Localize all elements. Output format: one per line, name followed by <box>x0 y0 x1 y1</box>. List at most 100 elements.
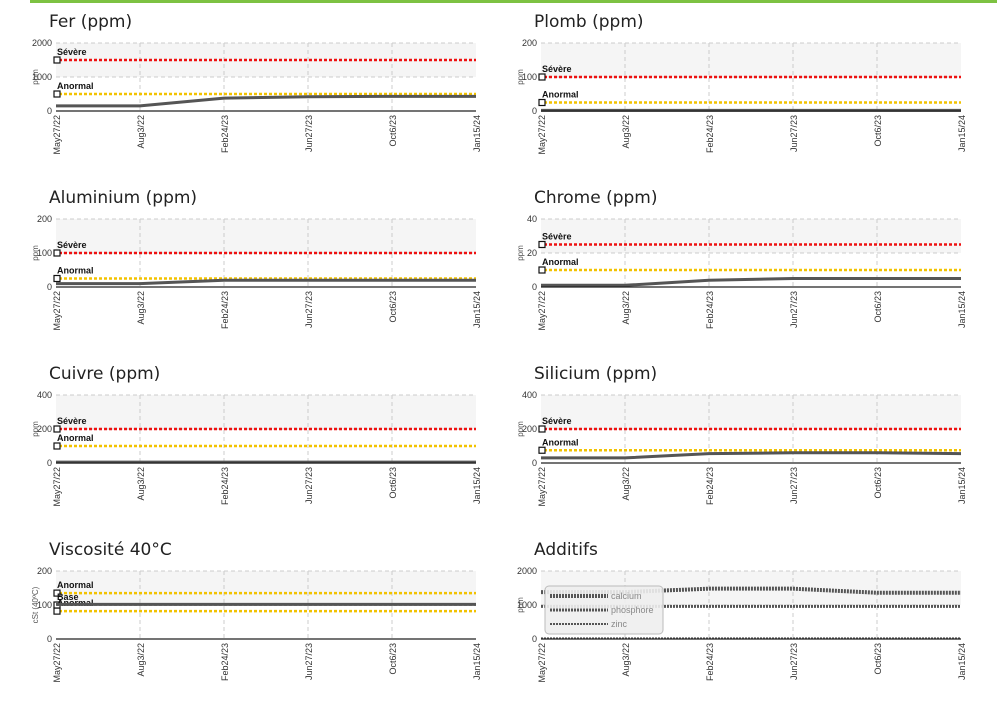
x-tick-label: Aug3/22 <box>621 115 631 149</box>
y-tick-label: 20 <box>527 248 537 258</box>
threshold-marker <box>53 90 61 98</box>
x-tick-label: Aug3/22 <box>621 643 631 677</box>
x-tick-label: Oct6/23 <box>873 115 883 147</box>
chart-title: Plomb (ppm) <box>534 12 644 32</box>
y-axis-title: ppm <box>31 245 40 261</box>
threshold-marker <box>53 249 61 257</box>
chart-panel-aluminium: Aluminium (ppm) 0 100 200 ppm Sévère Anormal M… <box>30 182 482 352</box>
threshold-marker <box>53 442 61 450</box>
threshold-label: Base <box>57 592 79 602</box>
chart-title: Viscosité 40°C <box>49 540 172 560</box>
x-tick-label: May27/22 <box>537 467 547 507</box>
plot-band <box>541 395 961 429</box>
y-axis-title: cSt (40ºC) <box>31 586 40 623</box>
chart-title: Aluminium (ppm) <box>49 188 198 208</box>
y-tick-label: 0 <box>532 634 537 644</box>
x-tick-label: Oct6/23 <box>388 467 398 499</box>
x-tick-label: Aug3/22 <box>621 291 631 325</box>
x-tick-label: Feb24/23 <box>220 115 230 153</box>
threshold-label: Sévère <box>57 240 87 250</box>
y-tick-label: 0 <box>532 282 537 292</box>
chart-panel-fer: Fer (ppm) 0 1000 2000 ppm Sévère Anormal May27… <box>30 6 482 176</box>
top-accent-line <box>30 0 997 3</box>
y-tick-label: 200 <box>37 214 52 224</box>
x-tick-label: Oct6/23 <box>873 643 883 675</box>
x-tick-label: Feb24/23 <box>705 291 715 329</box>
chart-title: Additifs <box>534 540 598 560</box>
x-tick-label: Feb24/23 <box>220 291 230 329</box>
y-tick-label: 100 <box>522 72 537 82</box>
x-tick-label: Feb24/23 <box>705 115 715 153</box>
legend-label: zinc <box>611 619 628 629</box>
x-tick-label: Jan15/24 <box>472 291 482 328</box>
threshold-marker <box>538 98 546 107</box>
y-axis-title: ppm <box>516 597 525 613</box>
x-tick-label: Jun27/23 <box>304 115 314 152</box>
series-line <box>56 94 476 108</box>
x-tick-label: Jun27/23 <box>304 467 314 504</box>
x-tick-label: Jun27/23 <box>304 643 314 680</box>
threshold-label: Sévère <box>542 416 572 426</box>
x-tick-label: Jan15/24 <box>957 643 967 680</box>
y-tick-label: 200 <box>37 566 52 576</box>
x-tick-label: Jan15/24 <box>957 291 967 328</box>
x-tick-label: May27/22 <box>52 467 62 507</box>
threshold-label: Anormal <box>57 266 94 276</box>
x-tick-label: Jun27/23 <box>304 291 314 328</box>
x-tick-label: Oct6/23 <box>388 291 398 323</box>
threshold-label: Anormal <box>542 257 579 267</box>
x-tick-label: May27/22 <box>52 115 62 155</box>
x-tick-label: Oct6/23 <box>873 291 883 323</box>
y-tick-label: 1000 <box>517 600 537 610</box>
y-tick-label: 2000 <box>32 38 52 48</box>
x-tick-label: Feb24/23 <box>220 467 230 505</box>
chart-svg: 0 200 400 ppm Sévère Anormal May27/22 Aug3/22 Fe… <box>516 390 967 507</box>
chart-title: Chrome (ppm) <box>534 188 658 208</box>
threshold-marker <box>538 73 546 81</box>
x-tick-label: Jan15/24 <box>472 643 482 680</box>
legend: calcium phosphore zinc <box>544 585 664 635</box>
chart-panel-plomb: Plomb (ppm) 0 100 200 ppm Sévère Anormal May27… <box>515 6 967 176</box>
chart-svg: 0 20 40 ppm Sévère Anormal May27/22 Aug3/22 Feb2… <box>516 214 967 331</box>
y-tick-label: 200 <box>522 38 537 48</box>
chart-panel-cuivre: Cuivre (ppm) 0 200 400 ppm Sévère Anormal May2… <box>30 358 482 528</box>
x-tick-label: Oct6/23 <box>388 643 398 675</box>
chart-panel-silicium: Silicium (ppm) 0 200 400 ppm Sévère Anormal Ma… <box>515 358 967 528</box>
x-tick-label: May27/22 <box>537 643 547 683</box>
x-tick-label: Jun27/23 <box>789 643 799 680</box>
x-tick-label: Aug3/22 <box>621 467 631 501</box>
x-tick-label: Jun27/23 <box>789 467 799 504</box>
series-line <box>541 451 962 460</box>
y-tick-label: 40 <box>527 214 537 224</box>
series-line <box>56 278 476 286</box>
threshold-marker <box>53 589 61 597</box>
y-tick-label: 0 <box>532 458 537 468</box>
x-tick-label: May27/22 <box>537 291 547 331</box>
y-tick-label: 0 <box>532 106 537 116</box>
x-tick-label: May27/22 <box>537 115 547 155</box>
y-axis-title: ppm <box>31 421 40 437</box>
x-tick-label: May27/22 <box>52 643 62 683</box>
plot-band <box>56 395 476 429</box>
x-tick-label: Jan15/24 <box>957 115 967 152</box>
threshold-label: Anormal <box>57 433 94 443</box>
y-tick-label: 0 <box>47 282 52 292</box>
threshold-marker <box>53 425 61 433</box>
chart-title: Fer (ppm) <box>49 12 133 32</box>
y-axis-title: ppm <box>31 69 40 85</box>
y-tick-label: 400 <box>522 390 537 400</box>
x-tick-label: Aug3/22 <box>136 467 146 501</box>
legend-label: phosphore <box>611 605 654 615</box>
x-tick-label: Jan15/24 <box>472 115 482 152</box>
threshold-marker <box>538 266 546 274</box>
chart-svg: 0 100 200 ppm Sévère Anormal May27/22 Aug3/22 Fe… <box>31 214 482 331</box>
threshold-label: Sévère <box>57 416 87 426</box>
x-tick-label: Aug3/22 <box>136 115 146 149</box>
x-tick-label: May27/22 <box>52 291 62 331</box>
threshold-marker <box>538 446 546 454</box>
threshold-label: Anormal <box>57 580 94 590</box>
y-axis-title: ppm <box>516 245 525 261</box>
y-axis-title: ppm <box>516 69 525 85</box>
y-tick-label: 0 <box>47 458 52 468</box>
